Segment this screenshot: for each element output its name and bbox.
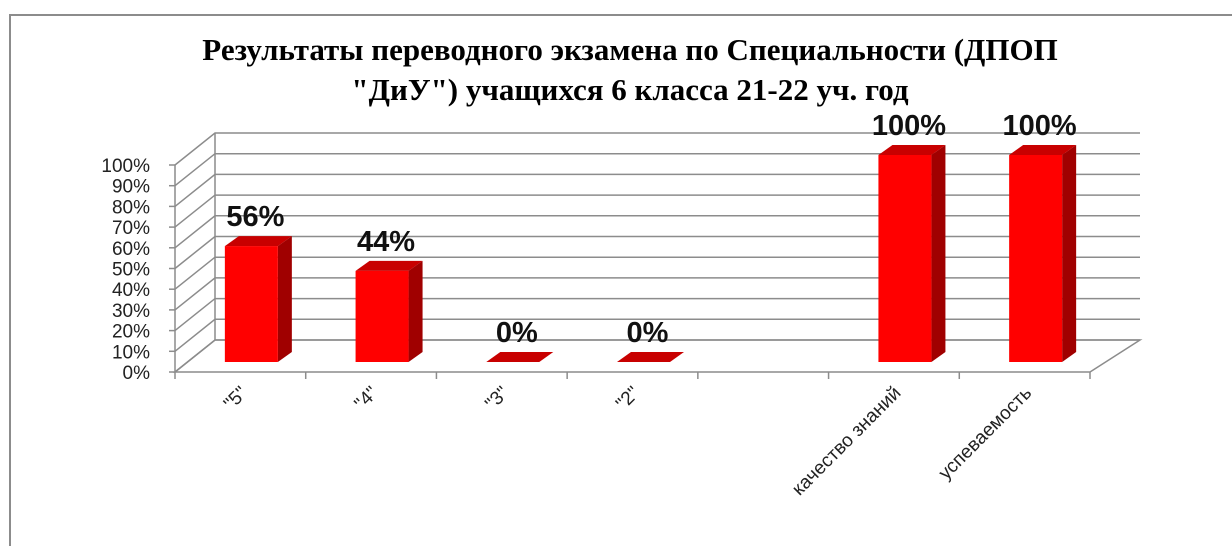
bar-top	[224, 236, 292, 247]
y-tick-label: 90%	[112, 177, 150, 198]
y-tick-label: 70%	[112, 218, 150, 239]
y-tick-label: 40%	[112, 280, 150, 301]
data-label: 100%	[872, 110, 946, 142]
y-tick-label: 10%	[112, 342, 150, 363]
chart-title: Результаты переводного экзамена по Специ…	[202, 32, 1057, 107]
bar	[224, 246, 278, 362]
title-line: "ДиУ") учащихся 6 класса 21-22 уч. год	[351, 72, 908, 107]
data-label: 0%	[496, 317, 538, 349]
title-line: Результаты переводного экзамена по Специ…	[202, 32, 1057, 67]
bar-top	[878, 145, 946, 155]
y-tick-label: 0%	[123, 363, 151, 384]
bar-top	[617, 352, 684, 362]
bar-top	[355, 260, 423, 271]
bar-side	[1062, 145, 1077, 362]
data-label: 0%	[627, 317, 669, 349]
data-label: 100%	[1003, 110, 1077, 142]
y-tick-label: 100%	[101, 156, 150, 177]
y-tick-label: 80%	[112, 197, 150, 218]
bar-side	[277, 236, 292, 362]
data-label: 56%	[226, 201, 284, 233]
bar	[1009, 155, 1063, 362]
bar	[355, 270, 409, 362]
data-label: 44%	[357, 226, 415, 258]
bar-side	[408, 260, 423, 362]
bar	[878, 155, 932, 362]
bar-top	[1009, 145, 1077, 155]
y-tick-label: 60%	[112, 239, 150, 260]
y-tick-label: 50%	[112, 260, 150, 281]
bar-side	[931, 145, 946, 362]
bar-top	[486, 352, 554, 362]
y-tick-label: 20%	[112, 322, 150, 343]
y-tick-label: 30%	[112, 301, 150, 322]
